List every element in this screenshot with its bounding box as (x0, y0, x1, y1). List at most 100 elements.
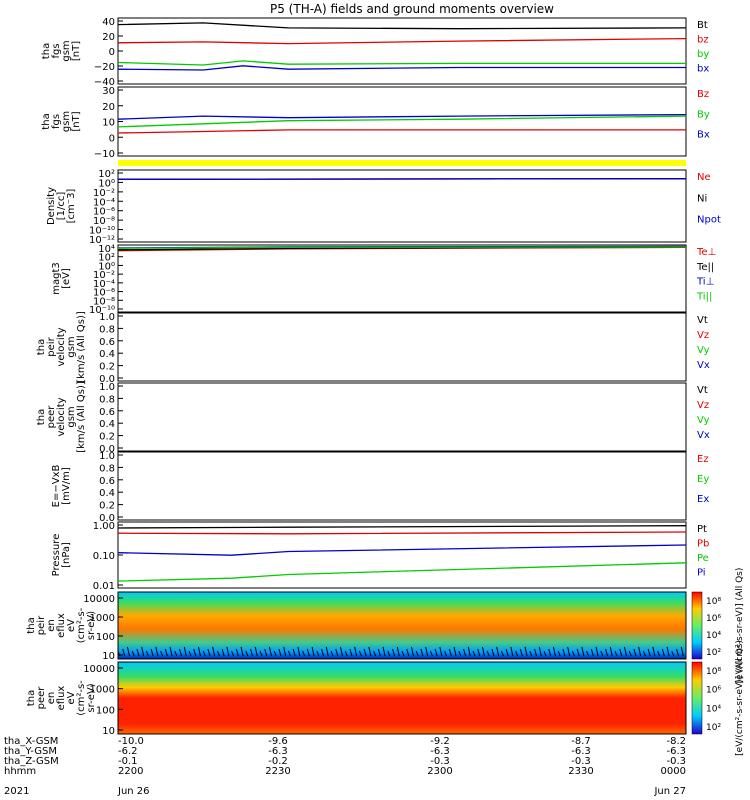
noise-mark (605, 648, 609, 657)
noise-mark (458, 650, 462, 657)
y-tick-label: 1.0 (99, 312, 115, 323)
series-black-line (117, 22, 687, 30)
y-tick-label: 10⁰ (98, 178, 115, 189)
y-tick-label: 10⁻⁸ (93, 216, 115, 227)
noise-mark (212, 646, 216, 657)
y-tick-label: 1000 (90, 685, 115, 696)
legend-entry: Vz (697, 400, 709, 411)
y-tick-label: 0.8 (99, 463, 115, 474)
noise-mark (141, 646, 145, 657)
y-axis-label-line: fgs (51, 114, 62, 129)
noise-mark (586, 650, 590, 657)
y-tick-label: 1.0 (99, 382, 115, 393)
series-green-line (117, 115, 687, 128)
colorbar (691, 591, 703, 660)
noise-mark (595, 646, 599, 657)
noise-mark (410, 646, 414, 657)
y-tick-label: −40 (94, 77, 115, 88)
noise-mark (179, 648, 183, 657)
panel-2: 30 20 10 0 −10 Bz By Bx tha fgs gsm [nT] (41, 86, 710, 160)
noise-mark (666, 646, 670, 657)
y-tick-label: 10⁻⁶ (93, 288, 115, 299)
colorbar-tick-label: 10⁸ (706, 597, 721, 607)
noise-mark (515, 650, 519, 657)
y-axis-label-line: tha (26, 617, 37, 633)
noise-mark (368, 646, 372, 657)
y-tick-label: 10⁻¹² (89, 235, 115, 246)
legend-entry: bz (697, 35, 709, 46)
plot-title: P5 (TH-A) fields and ground moments over… (270, 2, 554, 16)
y-axis-label-line: gsm (61, 40, 72, 61)
time-axis-value: -6.2 (118, 746, 138, 757)
noise-mark (486, 650, 490, 657)
y-tick-label: 0.0 (99, 374, 115, 385)
y-tick-label: 10 (102, 651, 115, 662)
panel-8: 1.00 0.10 0.01 Pt Pb Pe Pi Pressure [nPa] (51, 521, 709, 592)
y-tick-label: 10⁻⁴ (93, 197, 115, 208)
noise-mark (358, 650, 362, 657)
y-axis-label-line: tha (41, 113, 52, 129)
noise-mark (481, 646, 485, 657)
noise-mark (335, 648, 339, 657)
time-axis-value: -8.7 (571, 736, 591, 747)
y-tick-label: 10⁻⁸ (93, 296, 115, 307)
colorbar-tick-label: 10⁸ (706, 667, 721, 677)
noise-mark (145, 650, 149, 657)
noise-mark (425, 646, 429, 657)
legend-entry: Te⊥ (696, 247, 716, 258)
time-axis-value: 2200 (118, 766, 143, 777)
noise-mark (321, 648, 325, 657)
noise-mark (297, 646, 301, 657)
noise-mark (377, 648, 381, 657)
y-axis-label-line: (cm²-s- (76, 680, 87, 716)
time-axis-value: 2330 (568, 766, 593, 777)
noise-mark (491, 648, 495, 657)
y-axis-label-line: gsm (61, 111, 72, 132)
legend-entry: Vz (697, 330, 709, 341)
time-axis-value: -9.2 (430, 736, 450, 747)
noise-mark (155, 646, 159, 657)
y-tick-label: 0.6 (99, 407, 115, 418)
noise-mark (349, 648, 353, 657)
noise-mark (406, 648, 410, 657)
y-axis-label-line: tha (26, 690, 37, 706)
y-tick-label: 0.01 (93, 581, 115, 592)
time-axis-value: 0000 (661, 766, 686, 777)
noise-mark (311, 646, 315, 657)
y-axis-label-line: [km/s (All Qs)] (76, 311, 87, 383)
y-axis-label-line: sr-eV) (86, 683, 97, 712)
noise-mark (420, 648, 424, 657)
noise-mark (287, 650, 291, 657)
noise-mark (434, 648, 438, 657)
legend-entry: Pt (697, 524, 707, 535)
noise-mark (202, 650, 206, 657)
noise-mark (278, 648, 282, 657)
y-axis-label-line: [eV] (61, 268, 72, 289)
series-red-line (117, 37, 687, 45)
noise-mark (628, 650, 632, 657)
noise-mark (259, 650, 263, 657)
y-tick-label: 10⁻¹⁰ (89, 305, 115, 316)
noise-mark (463, 648, 467, 657)
noise-mark (254, 646, 258, 657)
series-green-line (117, 246, 687, 249)
time-axis-value: -8.2 (666, 736, 686, 747)
y-axis-label-line: peer (36, 686, 47, 710)
noise-mark (306, 648, 310, 657)
noise-mark (619, 648, 623, 657)
noise-mark (339, 646, 343, 657)
y-tick-label: 10⁻² (93, 270, 115, 281)
panel-frame (117, 244, 687, 313)
y-tick-label: 0.4 (99, 349, 115, 360)
y-axis-label-line: gsm (66, 336, 77, 357)
noise-mark (226, 646, 230, 657)
colorbar-tick-label: 10⁴ (706, 704, 721, 714)
noise-mark (524, 646, 528, 657)
noise-mark (401, 650, 405, 657)
series-green-line (117, 562, 687, 582)
panel-9: 10000 1000 100 10 10⁸ 10⁶ 10⁴ 10² [eV/(cm²-s-sr-… (26, 568, 745, 684)
y-axis-label-line: Density (46, 187, 57, 225)
noise-mark (571, 650, 575, 657)
time-axis-row-label: hhmm (4, 766, 36, 777)
noise-mark (647, 648, 651, 657)
